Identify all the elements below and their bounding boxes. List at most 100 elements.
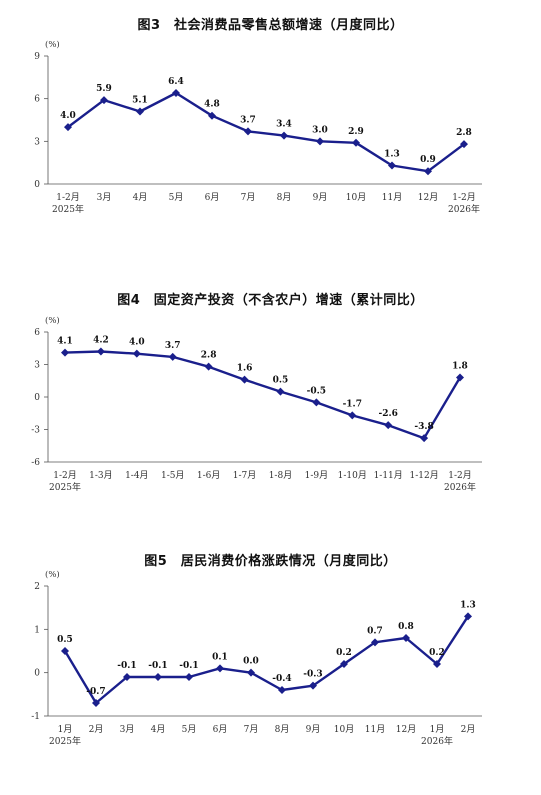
data-point — [433, 660, 441, 668]
x-tick-label: 5月 — [169, 192, 184, 203]
data-point — [168, 352, 177, 361]
data-label: -0.4 — [272, 674, 291, 684]
data-label: -3.8 — [414, 422, 433, 432]
y-tick-label: 3 — [34, 361, 40, 371]
data-label: 3.0 — [312, 125, 328, 135]
x-year-label: 2026年 — [444, 481, 476, 493]
data-label: 2.8 — [201, 351, 217, 361]
data-label: 0.0 — [243, 657, 259, 667]
data-label: 0.5 — [273, 376, 289, 386]
data-point — [316, 137, 324, 146]
data-label: 2.8 — [456, 128, 472, 138]
data-label: 0.7 — [367, 626, 383, 636]
data-label: 4.1 — [57, 337, 73, 347]
data-point — [64, 123, 72, 132]
fixed-asset-investment-chart: (%) -6 -3 0 3 6 1-2月 1-3月 1-4月 1-5月 1-6月 1-7月 1-8月 1-… — [31, 315, 482, 493]
data-point — [348, 411, 357, 420]
chart-title-cpi: 图5 居民消费价格涨跌情况（月度同比） — [144, 554, 397, 569]
y-tick-label: 9 — [34, 52, 40, 62]
series-line — [63, 615, 470, 705]
data-point — [208, 111, 216, 120]
data-label: 4.0 — [60, 111, 76, 121]
y-tick-label: 2 — [34, 582, 40, 592]
data-point — [460, 140, 468, 149]
x-tick-label: 12月 — [396, 724, 416, 735]
x-tick-label: 1月 — [430, 724, 445, 735]
x-tick-label: 1-5月 — [161, 470, 185, 481]
data-point — [278, 686, 286, 694]
data-label: 0.2 — [429, 648, 445, 658]
y-tick-label: 1 — [34, 625, 40, 635]
x-tick-label: 1-10月 — [338, 470, 367, 481]
x-tick-label: 10月 — [346, 192, 366, 203]
data-point — [154, 673, 162, 681]
data-point — [244, 127, 252, 136]
series-line — [67, 91, 465, 173]
data-label: 4.0 — [129, 338, 145, 348]
data-label: 2.9 — [348, 127, 364, 137]
data-point — [340, 660, 348, 668]
y-tick-label: -6 — [31, 458, 40, 468]
x-tick-label: 3月 — [97, 192, 112, 203]
data-point — [402, 634, 410, 642]
chart-title-fixed-asset-investment: 图4 固定资产投资（不含农户）增速（累计同比） — [117, 293, 424, 308]
x-tick-label: 8月 — [277, 192, 292, 203]
x-tick-label: 8月 — [275, 724, 290, 735]
x-tick-label: 4月 — [133, 192, 148, 203]
x-tick-label: 1-7月 — [233, 470, 257, 481]
data-point — [240, 375, 249, 384]
y-tick-label: 0 — [34, 180, 40, 190]
data-label: 0.9 — [420, 155, 436, 165]
data-point — [424, 167, 432, 176]
data-point — [280, 131, 288, 140]
y-tick-label: -3 — [31, 426, 40, 436]
data-point — [136, 107, 144, 116]
data-point — [185, 673, 193, 681]
y-tick-label: 6 — [34, 328, 40, 338]
x-tick-label: 1-12月 — [409, 470, 438, 481]
data-point — [92, 699, 100, 707]
data-label: -0.3 — [303, 670, 322, 680]
data-point — [96, 347, 105, 356]
x-tick-label: 1-2月 — [56, 192, 80, 203]
x-tick-label: 6月 — [205, 192, 220, 203]
data-label: 1.8 — [452, 362, 468, 372]
data-point — [61, 647, 69, 655]
data-label: 0.2 — [336, 648, 352, 658]
x-tick-label: 1-4月 — [125, 470, 149, 481]
x-tick-label: 4月 — [151, 724, 166, 735]
y-unit-label: (%) — [45, 39, 60, 50]
data-point — [384, 421, 393, 430]
y-tick-label: 0 — [34, 669, 40, 679]
x-tick-label: 9月 — [313, 192, 328, 203]
x-tick-label: 2月 — [461, 724, 476, 735]
y-unit-label: (%) — [45, 315, 60, 326]
data-point — [204, 362, 213, 371]
data-point — [464, 612, 472, 621]
data-point — [388, 161, 396, 170]
x-tick-label: 10月 — [334, 724, 354, 735]
data-label: -0.5 — [307, 386, 326, 396]
x-year-label: 2026年 — [421, 735, 453, 747]
data-label: 4.2 — [93, 336, 109, 346]
data-point — [276, 387, 285, 396]
x-tick-label: 9月 — [306, 724, 321, 735]
data-point — [100, 96, 108, 105]
series-line — [64, 350, 462, 440]
data-label: -1.7 — [343, 399, 362, 409]
x-year-label: 2025年 — [49, 735, 81, 747]
data-label: 0.1 — [212, 652, 228, 662]
data-label: 1.3 — [460, 600, 476, 610]
data-label: 3.7 — [165, 341, 181, 351]
x-tick-label: 1-2月 — [448, 470, 472, 481]
data-point — [216, 664, 224, 673]
chart-title-retail-sales: 图3 社会消费品零售总额增速（月度同比） — [137, 18, 404, 33]
x-tick-label: 1-11月 — [374, 470, 403, 481]
x-tick-label: 12月 — [418, 192, 438, 203]
data-label: 3.7 — [240, 115, 256, 125]
x-tick-label: 7月 — [241, 192, 256, 203]
x-year-label: 2026年 — [448, 203, 480, 215]
data-point — [132, 349, 141, 358]
data-label: -0.1 — [179, 661, 198, 671]
data-label: -2.6 — [378, 409, 397, 419]
